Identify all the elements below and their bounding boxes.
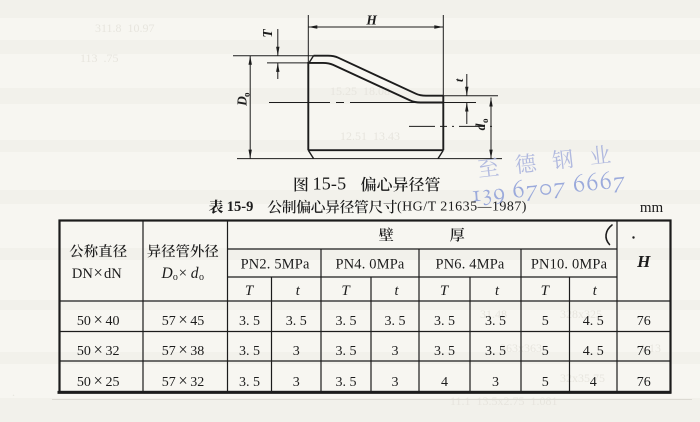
svg-text:3: 3: [293, 375, 300, 390]
svg-text:113 .75: 113 .75: [80, 51, 119, 65]
svg-text:×: ×: [178, 371, 187, 390]
svg-text:×: ×: [94, 310, 103, 329]
svg-text:DN: DN: [72, 266, 93, 282]
svg-text:3: 3: [392, 375, 399, 390]
svg-text:×: ×: [179, 266, 187, 282]
svg-text:t: t: [495, 283, 500, 299]
svg-text:4. 5: 4. 5: [583, 344, 604, 359]
svg-text:T: T: [541, 283, 551, 299]
svg-text:5: 5: [542, 344, 549, 359]
svg-text:T: T: [341, 283, 351, 299]
svg-text:3. 5: 3. 5: [336, 314, 357, 329]
svg-text:3. 5: 3. 5: [336, 344, 357, 359]
svg-text:3. 5: 3. 5: [286, 314, 307, 329]
svg-text:50: 50: [77, 344, 91, 359]
svg-text:3: 3: [492, 375, 499, 390]
svg-text:3. 5: 3. 5: [239, 375, 260, 390]
svg-text:45: 45: [190, 314, 204, 329]
svg-text:1.13: 1.13: [640, 341, 661, 355]
svg-text:4: 4: [441, 375, 448, 390]
svg-text:×: ×: [94, 340, 103, 359]
svg-text:t: t: [593, 283, 598, 299]
svg-text:PN4. 0MPa: PN4. 0MPa: [336, 257, 405, 273]
svg-text:76: 76: [637, 344, 651, 359]
svg-text:o: o: [241, 92, 251, 97]
svg-text:3. 5: 3. 5: [385, 314, 406, 329]
svg-text:311.8 10.97: 311.8 10.97: [95, 21, 155, 35]
svg-text:57: 57: [162, 375, 176, 390]
svg-text:D: D: [161, 265, 173, 282]
svg-text:PN6. 4MPa: PN6. 4MPa: [436, 257, 505, 273]
svg-text:57: 57: [162, 344, 176, 359]
svg-text:mm: mm: [640, 200, 664, 216]
svg-text:D: D: [234, 96, 249, 107]
svg-text:32: 32: [106, 344, 120, 359]
svg-text:50: 50: [77, 375, 91, 390]
svg-text:4. 5: 4. 5: [583, 314, 604, 329]
svg-text:o: o: [199, 272, 204, 283]
svg-text:T: T: [440, 283, 450, 299]
svg-text:12.51 13.43: 12.51 13.43: [340, 129, 400, 143]
svg-text:11.1 13.5x2.75 1.081: 11.1 13.5x2.75 1.081: [450, 394, 558, 408]
svg-text:t: t: [452, 78, 466, 82]
svg-text:3. 5: 3. 5: [434, 344, 455, 359]
svg-text:o: o: [173, 272, 178, 283]
svg-text:3: 3: [293, 344, 300, 359]
svg-text:38: 38: [190, 344, 204, 359]
svg-text:32: 32: [190, 375, 204, 390]
svg-text:4: 4: [590, 375, 597, 390]
svg-text:40: 40: [106, 314, 120, 329]
svg-text:15-9: 15-9: [227, 199, 254, 215]
svg-text:3: 3: [392, 344, 399, 359]
svg-text:31.48: 31.48: [480, 307, 507, 321]
svg-text:15.25 18.08: 15.25 18.08: [330, 84, 390, 98]
svg-text:3. 5: 3. 5: [485, 314, 506, 329]
svg-text:3. 5: 3. 5: [239, 344, 260, 359]
svg-text:.: .: [12, 385, 15, 399]
svg-text:3. 5: 3. 5: [485, 344, 506, 359]
svg-text:15-5: 15-5: [313, 174, 347, 194]
svg-text:dN: dN: [104, 266, 122, 282]
svg-text:3. 5: 3. 5: [239, 314, 260, 329]
svg-text:d: d: [473, 123, 488, 130]
svg-text:25: 25: [106, 375, 120, 390]
svg-text:T: T: [260, 29, 275, 38]
svg-text:×: ×: [94, 371, 103, 390]
svg-text:H: H: [365, 13, 377, 28]
svg-text:×: ×: [94, 263, 103, 282]
svg-text:3. 5: 3. 5: [434, 314, 455, 329]
svg-text:T: T: [245, 283, 255, 299]
svg-text:t: t: [296, 283, 301, 299]
svg-text:5: 5: [542, 314, 549, 329]
svg-text:32x35.75: 32x35.75: [560, 371, 605, 385]
svg-text:3. 5: 3. 5: [336, 375, 357, 390]
svg-text:76: 76: [637, 314, 651, 329]
svg-text:76: 76: [637, 375, 651, 390]
svg-text:t: t: [394, 283, 399, 299]
svg-text:PN10. 0MPa: PN10. 0MPa: [531, 257, 608, 273]
svg-text:PN2. 5MPa: PN2. 5MPa: [241, 257, 310, 273]
svg-text:50: 50: [77, 314, 91, 329]
svg-text:×: ×: [178, 310, 187, 329]
svg-text:57: 57: [162, 314, 176, 329]
svg-text:(HG/T 21635—1987): (HG/T 21635—1987): [397, 200, 527, 215]
svg-text:o: o: [480, 118, 490, 123]
svg-text:d: d: [191, 265, 199, 282]
svg-text:×: ×: [178, 340, 187, 359]
svg-text:328x325: 328x325: [560, 307, 602, 321]
svg-text:H: H: [636, 252, 651, 271]
svg-text:5: 5: [542, 375, 549, 390]
